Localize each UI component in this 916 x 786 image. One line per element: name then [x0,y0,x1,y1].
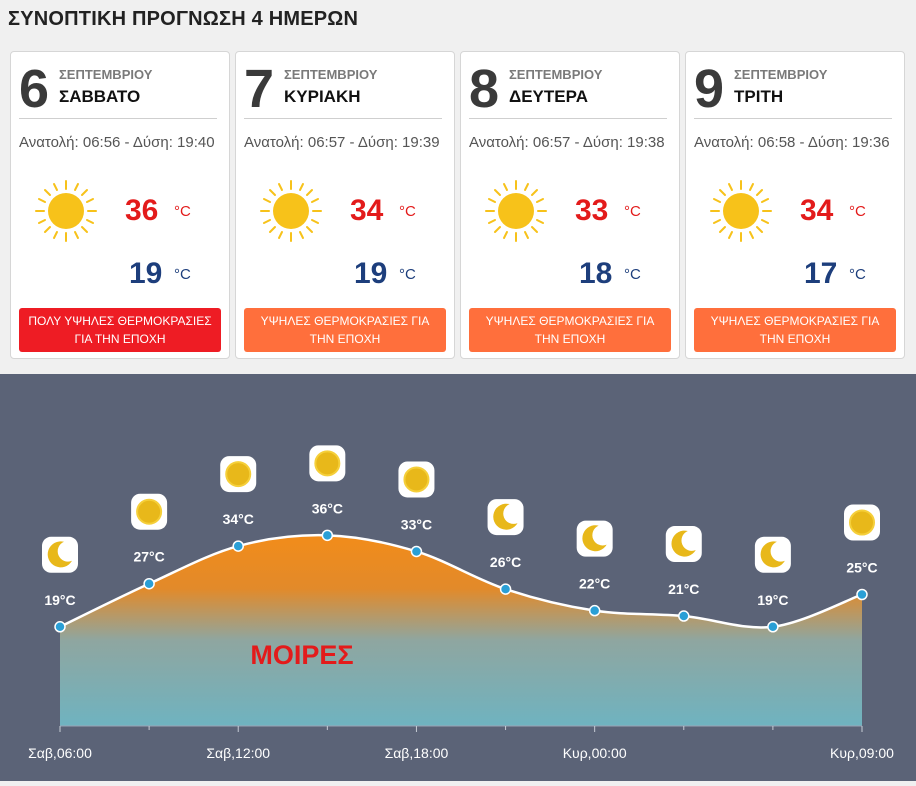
temperature-line [59,533,863,629]
divider [244,118,442,119]
sunrise-sunset: Ανατολή: 06:58 - Δύση: 19:36 [694,134,890,151]
x-axis-label: Σαβ,12:00 [206,745,270,761]
data-point [499,583,512,595]
sun-icon [314,450,341,477]
sun-icon [260,180,322,242]
temperature-graph: Σαβ,06:00 Σαβ,12:00 Σαβ,18:00 Κυρ,00:00 Κυρ,… [0,374,916,781]
warning-badge: ΥΨΗΛΕΣ ΘΕΡΜΟΚΡΑΣΙΕΣ ΓΙΑ ΤΗΝ ΕΠΟΧΗ [694,308,896,352]
data-point [321,529,334,542]
x-axis-label: Σαβ,06:00 [28,745,92,761]
warning-badge: ΥΨΗΛΕΣ ΘΕΡΜΟΚΡΑΣΙΕΣ ΓΙΑ ΤΗΝ ΕΠΟΧΗ [244,308,446,352]
data-label: 33°C [401,516,432,532]
max-temp-unit: °C [174,203,191,220]
data-point [678,610,690,622]
data-label: 26°C [490,554,521,570]
day-card-4[interactable]: 9 ΣΕΠΤΕΜΒΡΙΟΥ ΤΡΙΤΗ Ανατολή: 06:58 - Δύσ… [685,51,905,359]
moon-icon [760,541,785,568]
day-card-2[interactable]: 7 ΣΕΠΤΕΜΒΡΙΟΥ ΚΥΡΙΑΚΗ Ανατολή: 06:57 - Δ… [235,51,455,359]
min-temp: 17 [804,257,838,290]
month-name: ΣΕΠΤΕΜΒΡΙΟΥ [734,67,828,82]
divider [694,118,892,119]
weekday-name: ΣΑΒΒΑΤΟ [59,87,141,106]
max-temp: 33 [575,194,609,227]
sunrise-sunset: Ανατολή: 06:57 - Δύση: 19:39 [244,134,440,151]
min-temp-unit: °C [849,266,866,283]
day-number: 6 [19,59,50,119]
x-axis-label: Κυρ,09:00 [830,745,894,761]
data-label: 19°C [44,592,75,608]
data-label: 21°C [668,581,699,597]
page-title: ΣΥΝΟΠΤΙΚΗ ΠΡΟΓΝΩΣΗ 4 ΗΜΕΡΩΝ [8,8,359,30]
max-temp-unit: °C [849,203,866,220]
x-axis-label: Σαβ,18:00 [385,745,449,761]
sun-icon [710,180,772,242]
x-axis-label: Κυρ,00:00 [563,745,627,761]
sunrise-sunset: Ανατολή: 06:56 - Δύση: 19:40 [19,134,215,151]
day-number: 7 [244,59,275,119]
max-temp: 36 [125,194,159,227]
day-card-1[interactable]: 6 ΣΕΠΤΕΜΒΡΙΟΥ ΣΑΒΒΑΤΟ Ανατολή: 06:56 - Δ… [10,51,230,359]
divider [19,118,217,119]
data-label: 34°C [223,511,254,527]
max-temp: 34 [350,194,384,227]
warning-badge: ΠΟΛΥ ΥΨΗΛΕΣ ΘΕΡΜΟΚΡΑΣΙΕΣ ΓΙΑ ΤΗΝ ΕΠΟΧΗ [19,308,221,352]
max-temp-unit: °C [624,203,641,220]
data-label: 25°C [846,560,877,576]
sun-icon [35,180,97,242]
day-number: 8 [469,59,500,119]
sun-icon [485,180,547,242]
day-number: 9 [694,59,725,119]
weekday-name: ΤΡΙΤΗ [734,87,784,106]
data-label: 19°C [757,592,788,608]
min-temp-unit: °C [174,266,191,283]
weekday-name: ΔΕΥΤΕΡΑ [509,87,588,106]
data-label: 22°C [579,576,610,592]
data-label: 36°C [312,500,343,516]
forecast-cards: 6 ΣΕΠΤΕΜΒΡΙΟΥ ΣΑΒΒΑΤΟ Ανατολή: 06:56 - Δ… [10,51,906,361]
watermark-text: ΜΟΙΡΕΣ [250,640,353,670]
data-point [767,621,779,633]
day-card-3[interactable]: 8 ΣΕΠΤΕΜΒΡΙΟΥ ΔΕΥΤΕΡΑ Ανατολή: 06:57 - Δ… [460,51,680,359]
moon-icon [47,541,72,568]
data-point [143,577,155,590]
data-point [54,621,66,633]
moon-icon [582,525,607,552]
warning-badge: ΥΨΗΛΕΣ ΘΕΡΜΟΚΡΑΣΙΕΣ ΓΙΑ ΤΗΝ ΕΠΟΧΗ [469,308,671,352]
data-point [856,588,868,601]
moon-icon [671,530,696,557]
month-name: ΣΕΠΤΕΜΒΡΙΟΥ [284,67,378,82]
max-temp-unit: °C [399,203,416,220]
temperature-area [60,535,862,726]
sun-icon [136,498,163,525]
min-temp: 19 [129,257,163,290]
min-temp-unit: °C [399,266,416,283]
month-name: ΣΕΠΤΕΜΒΡΙΟΥ [59,67,153,82]
data-point [232,540,244,552]
sun-icon [403,466,430,493]
temperature-chart: Σαβ,06:00 Σαβ,12:00 Σαβ,18:00 Κυρ,00:00 Κυρ,… [28,445,894,761]
sunrise-sunset: Ανατολή: 06:57 - Δύση: 19:38 [469,134,665,151]
moon-icon [493,503,518,530]
min-temp: 19 [354,257,388,290]
sun-icon [849,509,875,536]
divider [469,118,667,119]
weekday-name: ΚΥΡΙΑΚΗ [284,87,361,106]
sun-icon [225,461,252,488]
data-point [410,545,423,558]
min-temp-unit: °C [624,266,641,283]
month-name: ΣΕΠΤΕΜΒΡΙΟΥ [509,67,603,82]
min-temp: 18 [579,257,613,290]
max-temp: 34 [800,194,834,227]
data-point [588,604,601,617]
data-label: 27°C [133,549,164,565]
